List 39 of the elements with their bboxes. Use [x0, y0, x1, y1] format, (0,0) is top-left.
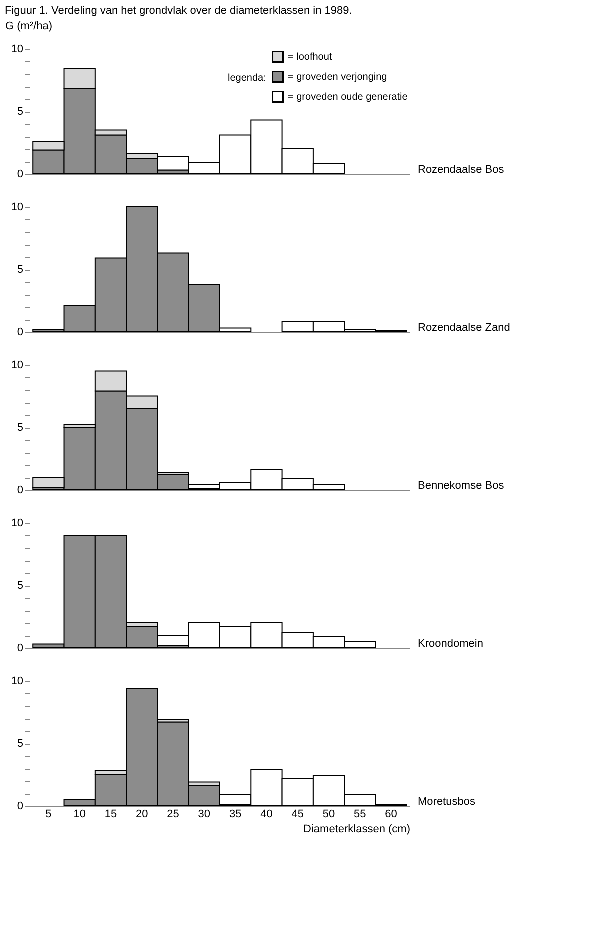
x-tick-label: 60 [385, 808, 398, 820]
y-tick-label: 10 [11, 676, 24, 688]
y-tick-label: 10 [11, 518, 24, 530]
text: Rozendaalse Zand [418, 322, 510, 334]
x-tick-label: 45 [292, 808, 304, 820]
x-tick-label: 40 [260, 808, 273, 820]
y-axis-title: G (m²/ha) [6, 20, 53, 32]
x-tick-label: 55 [354, 808, 366, 820]
x-tick-label: 5 [46, 808, 52, 820]
x-tick-label: 30 [198, 808, 211, 820]
x-axis-title: Diameterklassen (cm) [304, 824, 410, 836]
y-tick-label: 5 [17, 264, 24, 276]
text: Rozendaalse Bos [418, 164, 505, 176]
y-tick-label: 0 [17, 800, 24, 812]
y-tick-label: 10 [11, 360, 24, 372]
y-tick-label: 5 [17, 738, 24, 750]
text: Bennekomse Bos [418, 480, 505, 492]
text: Kroondomein [418, 638, 484, 650]
x-tick-label: 35 [229, 808, 242, 820]
y-tick-label: 5 [17, 106, 24, 118]
x-tick-label: 15 [104, 808, 118, 820]
legend-label: = groveden verjonging [288, 72, 388, 83]
y-tick-label: 0 [17, 484, 24, 496]
y-tick-label: 5 [17, 580, 24, 592]
x-tick-label: 20 [136, 808, 148, 820]
legend-label: = groveden oude generatie [288, 92, 408, 103]
y-tick-label: 0 [17, 326, 24, 338]
x-tick-label: 50 [322, 808, 336, 820]
x-tick-label: 25 [167, 808, 180, 820]
legend-title: legenda: [228, 73, 266, 84]
text: Moretusbos [418, 796, 476, 808]
legend-label: = loofhout [288, 52, 332, 63]
x-tick-label: 10 [74, 808, 86, 820]
y-tick-label: 10 [11, 44, 24, 56]
y-tick-label: 0 [17, 168, 24, 180]
y-tick-label: 5 [17, 422, 24, 434]
y-tick-label: 10 [11, 202, 24, 214]
y-tick-label: 0 [17, 642, 24, 654]
chart-title: Figuur 1. Verdeling van het grondvlak over de diameterklassen in 1989. [5, 5, 352, 17]
